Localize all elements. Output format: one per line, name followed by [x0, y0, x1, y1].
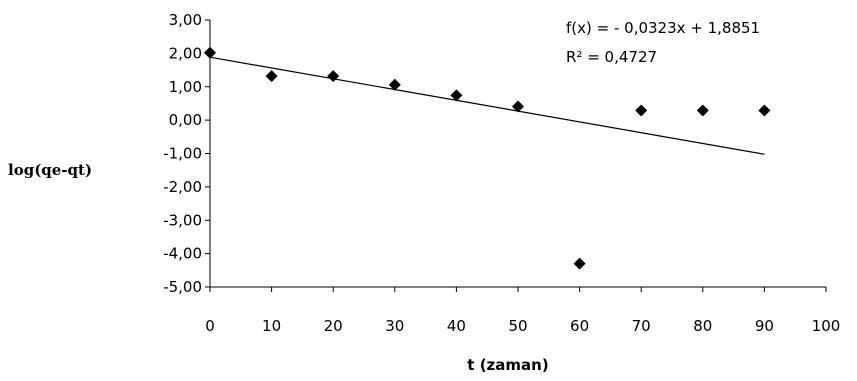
x-tick-label: 80 — [693, 317, 712, 335]
y-tick-label: 1,00 — [169, 78, 202, 96]
data-point — [635, 104, 648, 117]
y-tick-label: -1,00 — [163, 145, 202, 163]
x-tick-label: 100 — [812, 317, 841, 335]
y-tick-label: -2,00 — [163, 178, 202, 196]
data-point — [265, 70, 278, 83]
data-points — [204, 46, 771, 270]
y-tick-label: 2,00 — [169, 44, 202, 62]
data-point — [204, 46, 216, 59]
x-ticks: 0 10 20 30 40 50 60 70 80 90 100 — [205, 287, 840, 335]
data-point — [388, 78, 401, 91]
x-tick-label: 10 — [262, 317, 281, 335]
x-tick-label: 70 — [632, 317, 651, 335]
x-tick-label: 50 — [508, 317, 527, 335]
x-tick-label: 40 — [447, 317, 466, 335]
y-tick-label: -4,00 — [163, 245, 202, 263]
data-point — [327, 70, 340, 83]
y-tick-label: 3,00 — [169, 11, 202, 29]
y-tick-label: -3,00 — [163, 211, 202, 229]
data-point — [512, 100, 524, 113]
x-axis-label: t (zaman) — [467, 356, 548, 374]
data-point — [573, 257, 586, 270]
x-tick-label: 20 — [324, 317, 343, 335]
y-ticks: 3,00 2,00 1,00 0,00 -1,00 -2,00 -3,00 -4,00 -5,0… — [163, 11, 210, 296]
y-tick-label: -5,00 — [163, 278, 202, 296]
trendline-r2: R² = 0,4727 — [566, 48, 657, 66]
trendline — [209, 56, 765, 155]
data-point — [450, 89, 463, 102]
x-tick-label: 0 — [205, 317, 215, 335]
trendline-equation: f(x) = - 0,0323x + 1,8851 — [566, 19, 760, 37]
x-tick-label: 60 — [570, 317, 589, 335]
y-axis-label: log(qe-qt) — [8, 161, 92, 179]
x-tick-label: 30 — [385, 317, 404, 335]
data-point — [758, 104, 771, 117]
axes — [209, 20, 826, 288]
data-point — [696, 104, 709, 117]
x-tick-label: 90 — [755, 317, 774, 335]
y-tick-label: 0,00 — [169, 111, 202, 129]
